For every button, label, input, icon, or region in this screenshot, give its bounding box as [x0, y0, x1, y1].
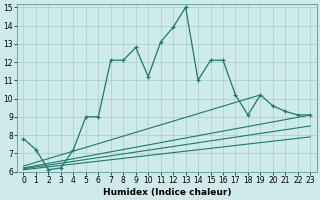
- X-axis label: Humidex (Indice chaleur): Humidex (Indice chaleur): [103, 188, 231, 197]
